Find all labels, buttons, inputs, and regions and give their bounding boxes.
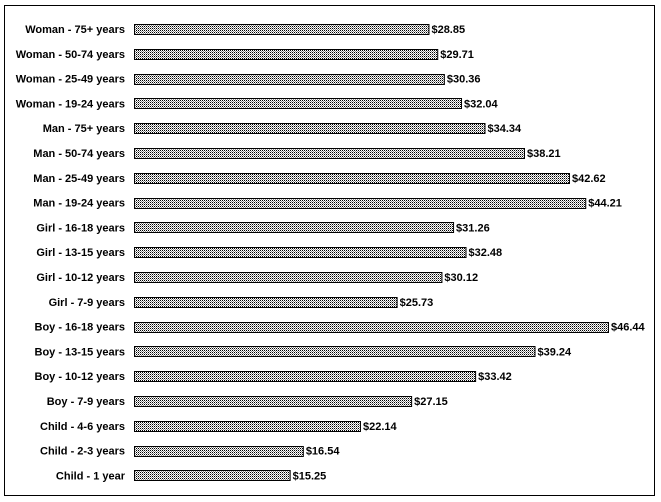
- value-label: $46.44: [611, 322, 646, 334]
- bar: [134, 173, 571, 184]
- bar: [134, 74, 445, 85]
- value-label: $16.54: [306, 446, 341, 458]
- category-label: Woman - 19-24 years: [16, 98, 125, 110]
- category-label: Girl - 13-15 years: [36, 247, 125, 259]
- value-label: $30.36: [447, 74, 481, 86]
- category-label: Child - 1 year: [56, 470, 126, 482]
- category-label: Girl - 10-12 years: [36, 272, 125, 284]
- value-label: $25.73: [400, 297, 434, 309]
- category-label: Woman - 50-74 years: [16, 49, 125, 61]
- value-label: $32.04: [464, 98, 499, 110]
- value-label: $34.34: [487, 123, 522, 135]
- bars: [134, 24, 609, 481]
- value-label: $28.85: [431, 24, 465, 36]
- bar: [134, 148, 525, 159]
- category-label: Man - 25-49 years: [33, 173, 125, 185]
- bar: [134, 446, 304, 457]
- bar: [134, 346, 536, 357]
- value-label: $22.14: [363, 421, 398, 433]
- bar: [134, 49, 439, 60]
- value-label: $32.48: [469, 247, 503, 259]
- value-label: $38.21: [527, 148, 561, 160]
- value-label: $30.12: [444, 272, 478, 284]
- bar: [134, 98, 463, 109]
- category-label: Child - 4-6 years: [40, 421, 125, 433]
- category-label: Boy - 7-9 years: [47, 396, 125, 408]
- bar: [134, 123, 486, 134]
- value-label: $31.26: [456, 222, 490, 234]
- value-label: $44.21: [588, 198, 622, 210]
- value-labels: $28.85 $29.71 $30.36 $32.04 $34.34 $38.21 $42.…: [293, 24, 646, 482]
- bar: [134, 222, 455, 233]
- bar: [134, 396, 413, 407]
- category-label: Man - 75+ years: [43, 123, 125, 135]
- category-label: Man - 50-74 years: [33, 148, 125, 160]
- category-label: Girl - 7-9 years: [49, 297, 125, 309]
- value-label: $27.15: [414, 396, 448, 408]
- bar: [134, 247, 467, 258]
- category-label: Man - 19-24 years: [33, 198, 125, 210]
- bar: [134, 272, 443, 283]
- category-label: Child - 2-3 years: [40, 446, 125, 458]
- value-label: $29.71: [440, 49, 474, 61]
- bar: [134, 322, 609, 333]
- value-label: $39.24: [538, 346, 573, 358]
- value-label: $42.62: [572, 173, 606, 185]
- bar: [134, 24, 430, 35]
- category-label: Boy - 13-15 years: [35, 346, 126, 358]
- bar: [134, 371, 477, 382]
- category-label: Girl - 16-18 years: [36, 222, 125, 234]
- value-label: $33.42: [478, 371, 512, 383]
- bar: [134, 297, 398, 308]
- bar: [134, 421, 361, 432]
- category-labels: Woman - 75+ years Woman - 50-74 years Woma…: [16, 24, 126, 482]
- bar: [134, 198, 587, 209]
- category-label: Woman - 25-49 years: [16, 74, 125, 86]
- category-label: Boy - 10-12 years: [35, 371, 126, 383]
- category-label: Woman - 75+ years: [25, 24, 125, 36]
- value-label: $15.25: [293, 470, 327, 482]
- bar: [134, 470, 291, 481]
- category-label: Boy - 16-18 years: [35, 322, 126, 334]
